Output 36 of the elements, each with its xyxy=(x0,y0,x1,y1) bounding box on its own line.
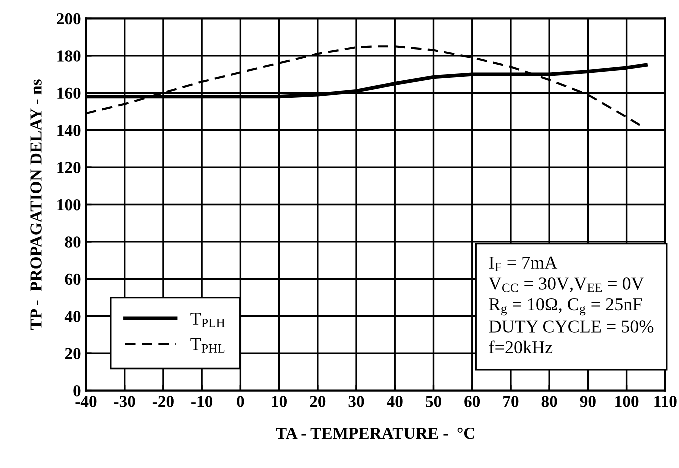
x-tick-label: 90 xyxy=(580,396,596,408)
x-tick-label: -40 xyxy=(76,396,97,408)
annotation: R$_{g}$ = 10Ω, C$_{g}$ = 25nF xyxy=(489,298,642,316)
annotation: f=20kHz xyxy=(489,340,553,354)
x-tick-label: 0 xyxy=(237,396,244,408)
annotation: DUTY CYCLE = 50% xyxy=(489,320,654,333)
x-tick-label: -10 xyxy=(192,396,213,408)
legend-label: T$_{PLH}$ xyxy=(190,313,226,328)
x-tick-label: 110 xyxy=(654,396,677,408)
x-tick-label: 10 xyxy=(272,396,287,408)
y-tick-label: 180 xyxy=(58,50,81,62)
x-tick-label: 40 xyxy=(387,396,403,408)
x-tick-label: -30 xyxy=(114,396,136,408)
x-tick-label: 30 xyxy=(348,396,364,408)
x-tick-label: 20 xyxy=(310,396,326,408)
y-tick-label: 140 xyxy=(58,125,81,136)
y-tick-label: 120 xyxy=(58,162,81,174)
y-tick-label: 160 xyxy=(58,88,81,100)
y-tick-label: 60 xyxy=(65,274,81,286)
x-tick-label: 60 xyxy=(464,396,480,408)
y-tick-label: 0 xyxy=(74,385,81,397)
x-tick-label: -20 xyxy=(152,396,174,408)
legend-label: T$_{PHL}$ xyxy=(190,338,225,353)
y-tick-label: 100 xyxy=(58,199,81,211)
x-tick-label: 70 xyxy=(504,396,519,408)
x-tick-label: 50 xyxy=(426,396,442,408)
x-tick-label: 100 xyxy=(616,396,639,408)
y-tick-label: 200 xyxy=(57,13,81,25)
x-tick-label: 80 xyxy=(542,396,558,408)
y-tick-label: 40 xyxy=(64,311,81,322)
annotation: V$_{CC}$ = 30V,V$_{EE}$ = 0V xyxy=(488,278,644,292)
y-axis-title: TP - PROPAGATION DELAY - ns xyxy=(30,80,42,330)
y-tick-label: 20 xyxy=(65,348,81,360)
x-axis-title: TA - TEMPERATURE - °C xyxy=(276,428,474,440)
annotation: I$_{F}$ = 7mA xyxy=(489,256,558,272)
y-tick-label: 80 xyxy=(65,236,81,248)
